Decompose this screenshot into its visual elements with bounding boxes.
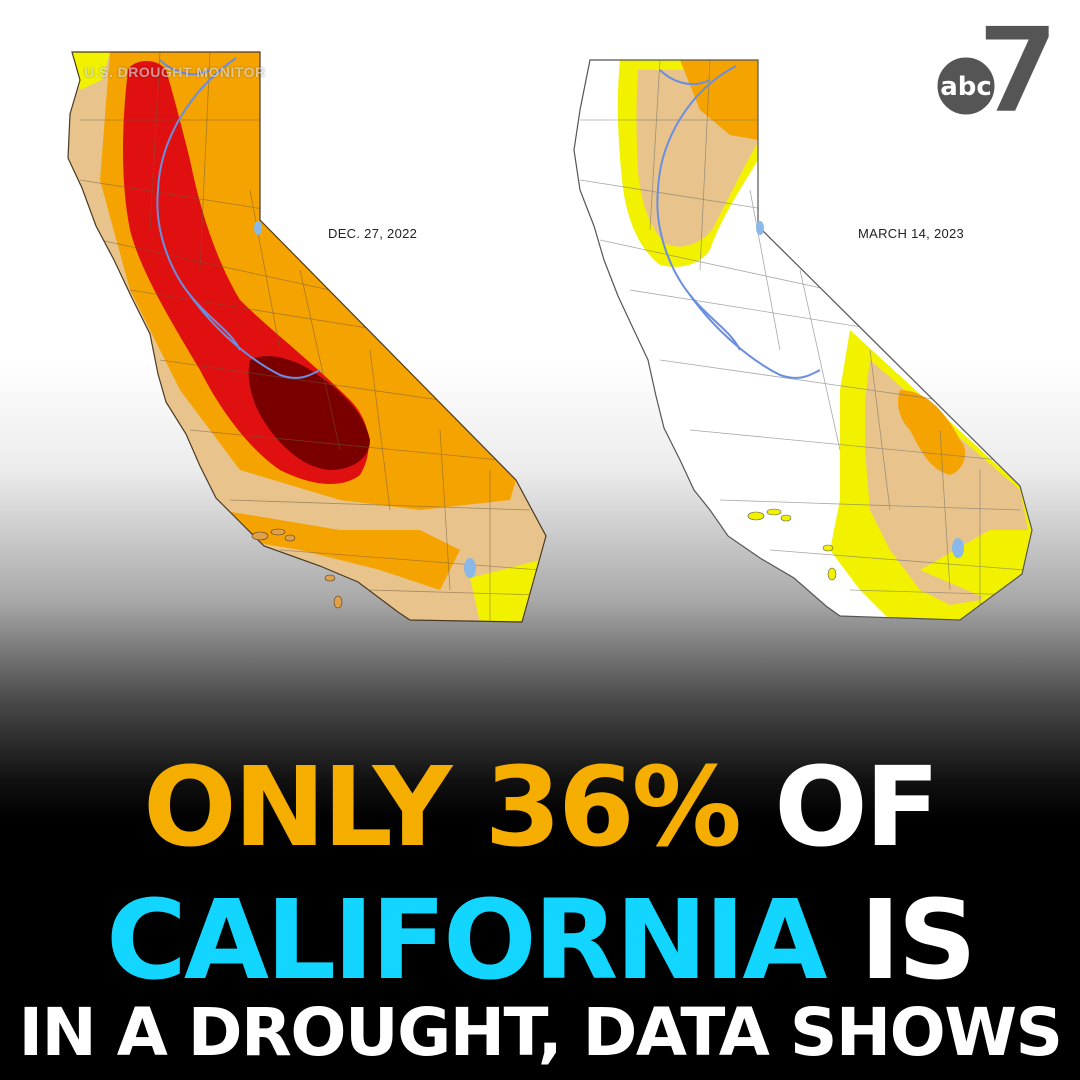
channel-islands bbox=[747, 508, 837, 581]
county-lines bbox=[579, 60, 1026, 620]
headline-text: IS bbox=[859, 876, 977, 1004]
rivers bbox=[156, 57, 321, 379]
county-lines bbox=[79, 52, 541, 620]
lake-tahoe bbox=[756, 221, 764, 235]
headline-highlight: CALIFORNIA bbox=[106, 876, 827, 1004]
severe-drought-area-south bbox=[898, 390, 966, 475]
salton-sea bbox=[952, 538, 964, 558]
lake-tahoe bbox=[254, 221, 262, 235]
california-drought-map-mar-2023 bbox=[573, 59, 1033, 621]
map-date-right: MARCH 14, 2023 bbox=[858, 226, 965, 241]
california-drought-map-dec-2022 bbox=[67, 51, 547, 623]
rivers bbox=[656, 65, 821, 379]
svg-text:7: 7 bbox=[976, 14, 1060, 134]
headline-highlight: ONLY 36% bbox=[143, 743, 742, 871]
salton-sea bbox=[464, 558, 476, 578]
headline-line-3: IN A DROUGHT, DATA SHOWS bbox=[18, 994, 1063, 1071]
exceptional-drought-area bbox=[248, 356, 370, 470]
headline-line-1: ONLY 36% OF bbox=[0, 752, 1080, 862]
headline-line-2: CALIFORNIA IS bbox=[0, 885, 1080, 995]
abc7-logo: abc 7 bbox=[934, 14, 1060, 134]
headline-text: OF bbox=[774, 743, 940, 871]
svg-text:abc: abc bbox=[940, 72, 992, 102]
map-date-left: DEC. 27, 2022 bbox=[328, 226, 418, 241]
state-outline bbox=[67, 51, 547, 623]
state-outline bbox=[573, 59, 1033, 621]
channel-islands bbox=[251, 528, 343, 609]
severe-drought-area bbox=[100, 52, 516, 510]
drought-monitor-watermark: U.S. DROUGHT MONITOR bbox=[84, 64, 266, 80]
